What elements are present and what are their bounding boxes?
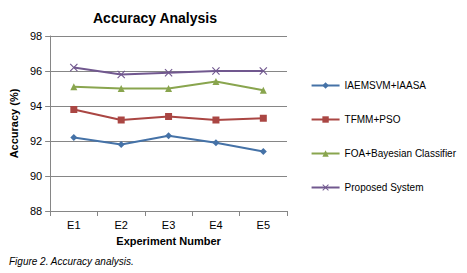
svg-text:88: 88 [30, 205, 42, 217]
svg-text:IAEMSVM+IAASA: IAEMSVM+IAASA [345, 80, 427, 91]
svg-text:E1: E1 [67, 219, 80, 231]
svg-text:94: 94 [30, 100, 42, 112]
svg-text:E4: E4 [209, 219, 222, 231]
svg-text:Accuracy (%): Accuracy (%) [8, 88, 20, 158]
svg-text:E2: E2 [114, 219, 127, 231]
svg-text:Accuracy Analysis: Accuracy Analysis [93, 10, 217, 26]
svg-text:E5: E5 [257, 219, 270, 231]
svg-text:90: 90 [30, 170, 42, 182]
svg-text:Experiment Number: Experiment Number [116, 235, 221, 247]
svg-text:96: 96 [30, 65, 42, 77]
svg-text:Figure 2. Accuracy analysis.: Figure 2. Accuracy analysis. [9, 256, 134, 267]
svg-text:98: 98 [30, 30, 42, 42]
svg-text:FOA+Bayesian Classifier: FOA+Bayesian Classifier [345, 148, 457, 159]
svg-text:E3: E3 [162, 219, 175, 231]
svg-text:Proposed System: Proposed System [345, 182, 424, 193]
svg-text:TFMM+PSO: TFMM+PSO [345, 114, 401, 125]
svg-text:92: 92 [30, 135, 42, 147]
